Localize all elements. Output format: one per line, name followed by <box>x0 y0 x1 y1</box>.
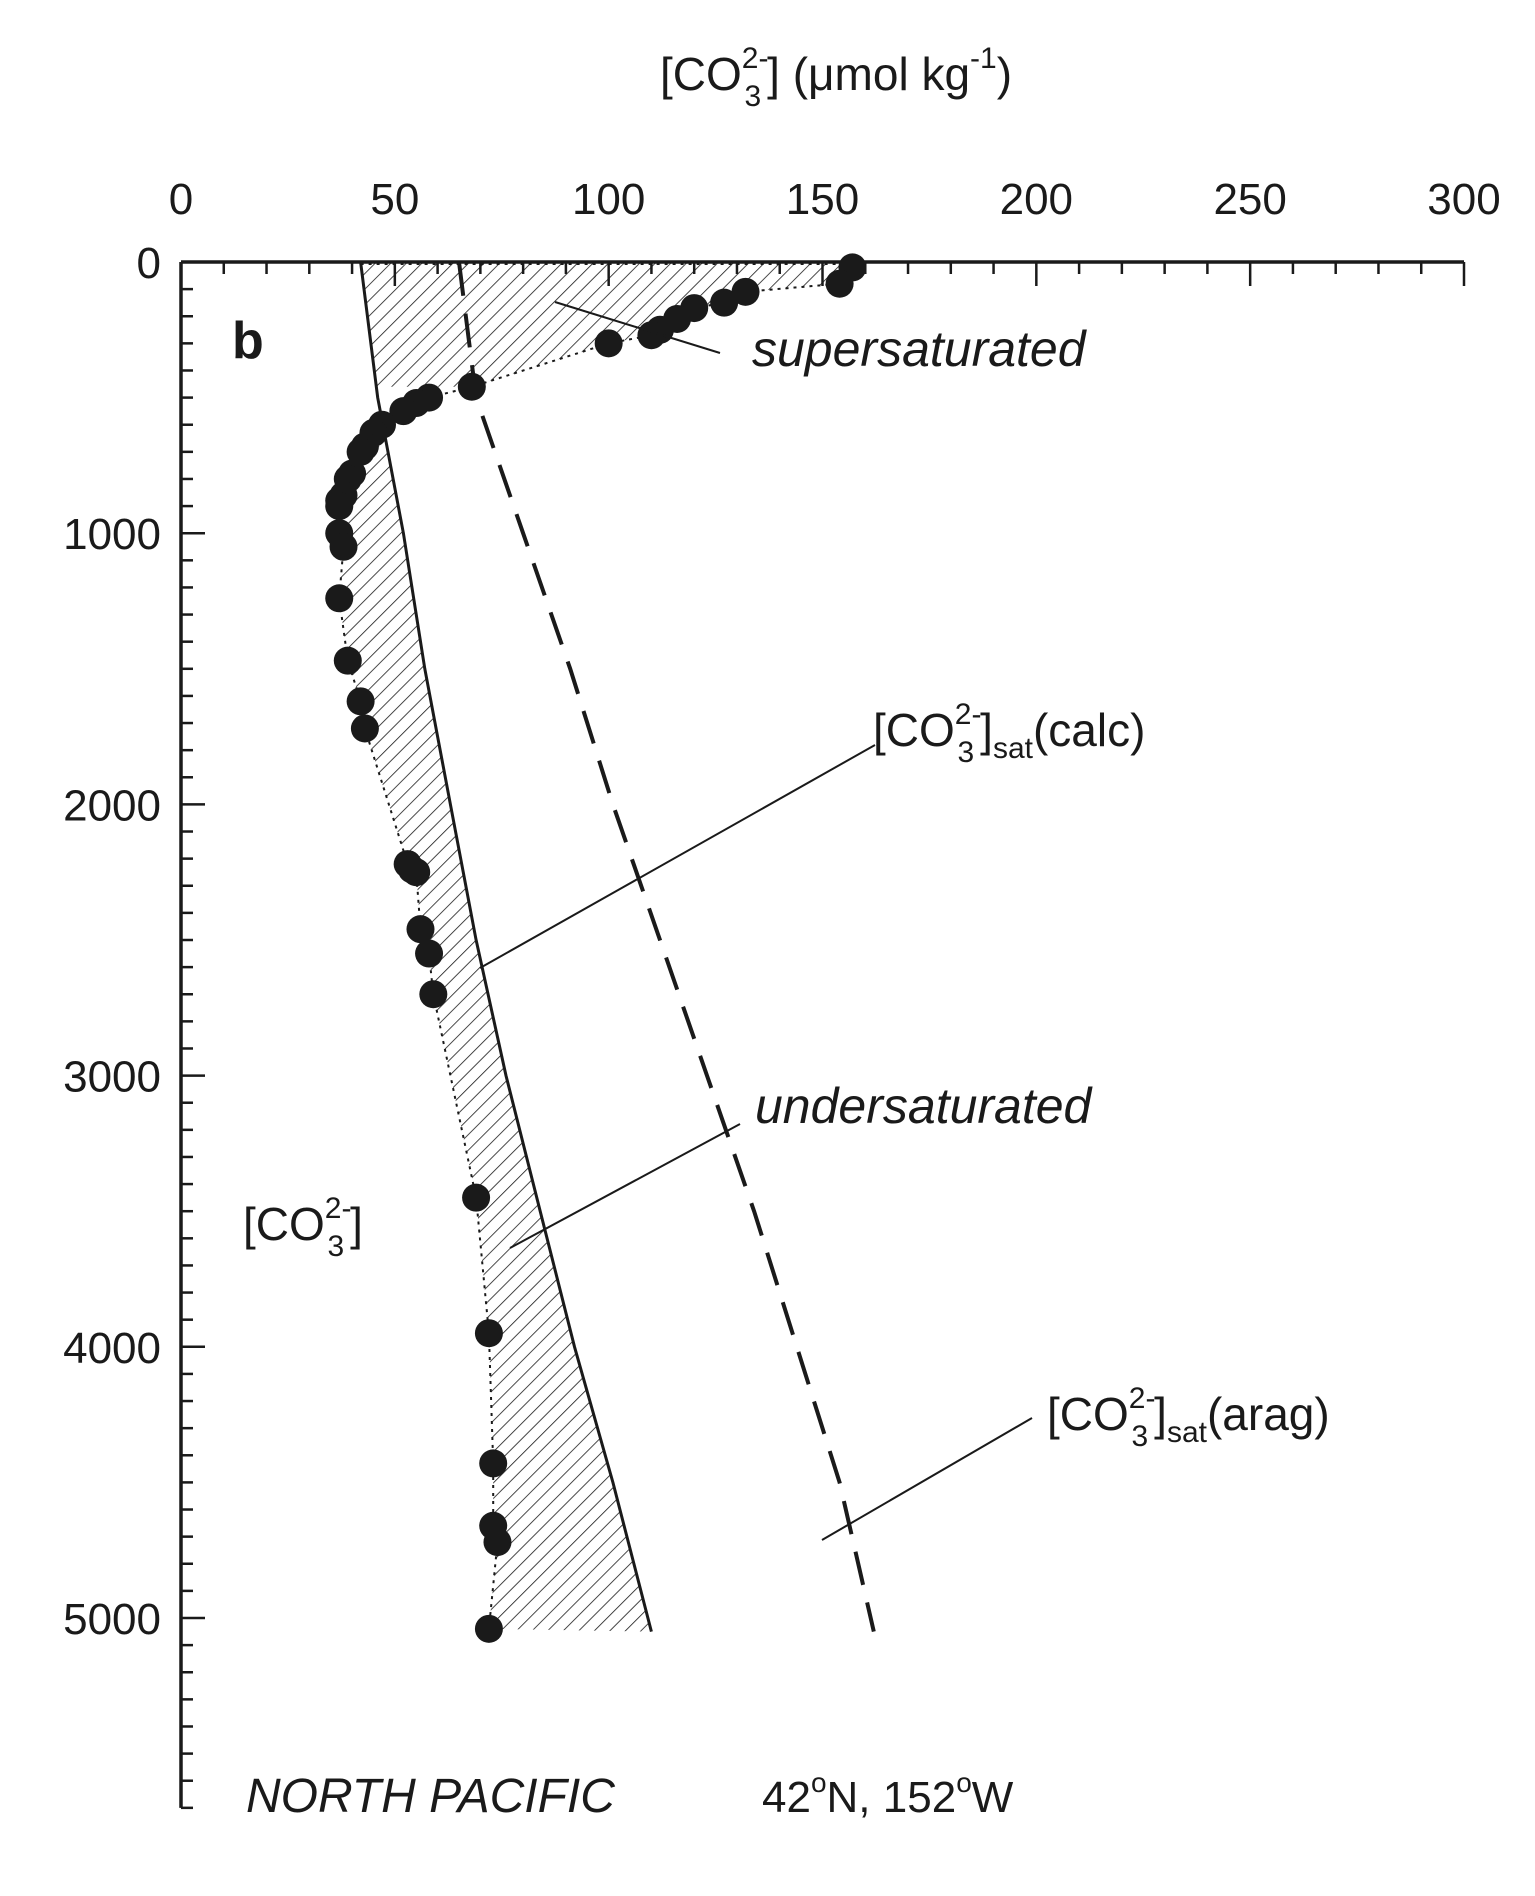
co3-data-point <box>415 939 444 968</box>
co3-data-point <box>406 915 435 944</box>
co3-data-point <box>325 492 354 521</box>
co3-data-point <box>637 321 666 350</box>
supersaturated-leader <box>554 301 721 354</box>
co3-data-point <box>346 437 375 466</box>
co3-data-point <box>389 397 418 426</box>
undersaturated-region <box>339 446 652 1632</box>
arag-series-label: [CO2-3]sat(arag) <box>1047 1382 1330 1453</box>
arag-saturation-line <box>457 261 876 1633</box>
calc-series-label: [CO2-3]sat(calc) <box>873 698 1145 769</box>
co3-data-point <box>333 646 362 675</box>
location-label: 42oN, 152oW <box>762 1767 1014 1822</box>
y-tick-label: 2000 <box>63 781 161 830</box>
supersaturated-label: supersaturated <box>752 321 1088 377</box>
panel-label: b <box>232 312 264 370</box>
co3-data-point <box>350 714 379 743</box>
y-tick-label: 5000 <box>63 1595 161 1644</box>
calc-saturation-line <box>359 261 653 1632</box>
x-tick-label: 150 <box>786 175 859 224</box>
co3-data-point <box>462 1183 491 1212</box>
x-tick-label: 300 <box>1427 175 1500 224</box>
calc-leader <box>479 744 876 969</box>
co3-data-point <box>325 584 354 613</box>
x-tick-label: 100 <box>572 175 645 224</box>
co3-data-point <box>419 980 448 1009</box>
series-group <box>325 253 876 1643</box>
undersaturated-leader <box>509 1123 741 1249</box>
co3-series-label: [CO2-3] <box>243 1192 363 1263</box>
y-tick-label: 3000 <box>63 1053 161 1102</box>
region-label: NORTH PACIFIC <box>246 1770 615 1823</box>
y-tick-label: 1000 <box>63 510 161 559</box>
co3-data-point <box>594 329 623 358</box>
co3-data-point <box>483 1528 512 1557</box>
co3-data-point <box>402 858 431 887</box>
co3-data-point <box>479 1449 508 1478</box>
x-tick-label: 50 <box>370 175 419 224</box>
co3-data-point <box>474 1614 503 1643</box>
co3-data-point <box>474 1319 503 1348</box>
co3-data-point <box>710 288 739 317</box>
arag-leader <box>821 1417 1033 1541</box>
x-tick-label: 250 <box>1213 175 1286 224</box>
co3-data-point <box>731 277 760 306</box>
undersaturated-label: undersaturated <box>755 1078 1094 1134</box>
x-tick-label: 0 <box>169 175 193 224</box>
x-axis-title: [CO2-3] (μmol kg-1) <box>660 42 1012 113</box>
co3-data-point <box>346 687 375 716</box>
y-tick-label: 0 <box>137 239 161 288</box>
x-tick-label: 200 <box>1000 175 1073 224</box>
co3-data-point <box>825 269 854 298</box>
y-tick-label: 4000 <box>63 1324 161 1373</box>
co3-data-point <box>329 532 358 561</box>
co3-data-point <box>457 372 486 401</box>
